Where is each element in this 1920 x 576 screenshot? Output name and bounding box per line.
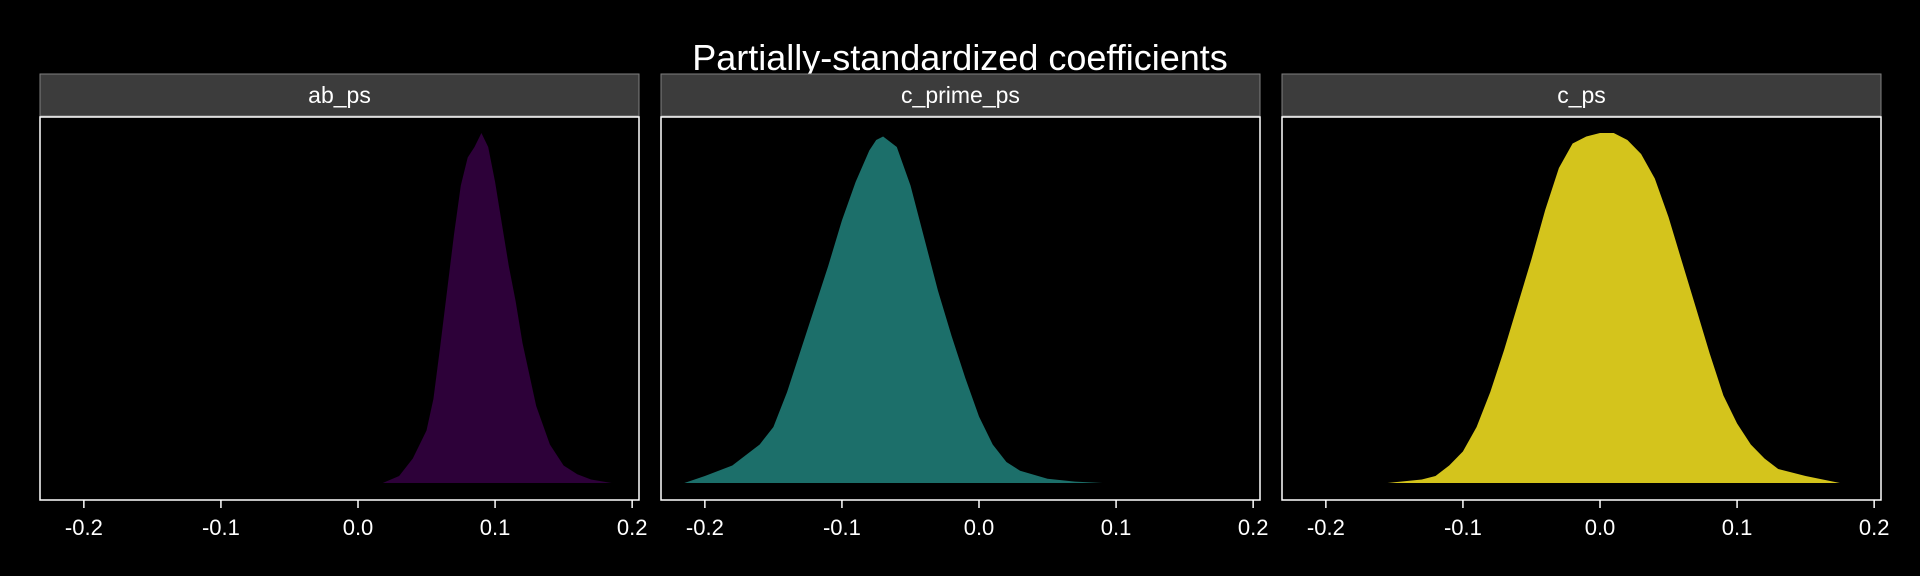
x-tick-label: -0.1 [823,515,861,540]
x-tick-label: 0.2 [1859,515,1890,540]
density-area [382,133,612,483]
facet-panel-c-prime-ps: c_prime_ps -0.2 -0.1 0.0 0.1 0.2 [660,73,1269,540]
x-tick-label: 0.0 [1585,515,1616,540]
x-tick-label: -0.1 [202,515,240,540]
panel-border [660,116,1261,501]
facet-strip [660,73,1261,117]
panel-border [39,116,640,501]
facet-strip-label: ab_ps [308,82,371,108]
x-tick-label: 0.2 [617,515,648,540]
x-tick-label: 0.0 [343,515,374,540]
x-tick-label: -0.2 [1307,515,1345,540]
density-area [1387,133,1840,483]
facet-panel-c-ps: c_ps -0.2 -0.1 0.0 0.1 0.2 [1281,73,1890,540]
x-tick-label: 0.1 [480,515,511,540]
facet-strip-label: c_prime_ps [901,82,1020,108]
facet-strip-label: c_ps [1557,82,1606,108]
facet-panels: ab_ps -0.2 -0.1 0.0 0.1 0.2 c_prime_ps -0.2 -0.1… [39,73,1890,540]
x-tick-label: 0.1 [1722,515,1753,540]
facet-strip [1281,73,1882,117]
x-tick-label: 0.2 [1238,515,1269,540]
x-tick-label: -0.2 [65,515,103,540]
density-area [684,136,1103,483]
x-tick-label: -0.1 [1444,515,1482,540]
panel-border [1281,116,1882,501]
x-tick-label: -0.2 [686,515,724,540]
facet-strip [39,73,640,117]
chart-title: Partially-standardized coefficients [692,37,1228,78]
facet-panel-ab-ps: ab_ps -0.2 -0.1 0.0 0.1 0.2 [39,73,648,540]
x-tick-label: 0.0 [964,515,995,540]
x-tick-label: 0.1 [1101,515,1132,540]
